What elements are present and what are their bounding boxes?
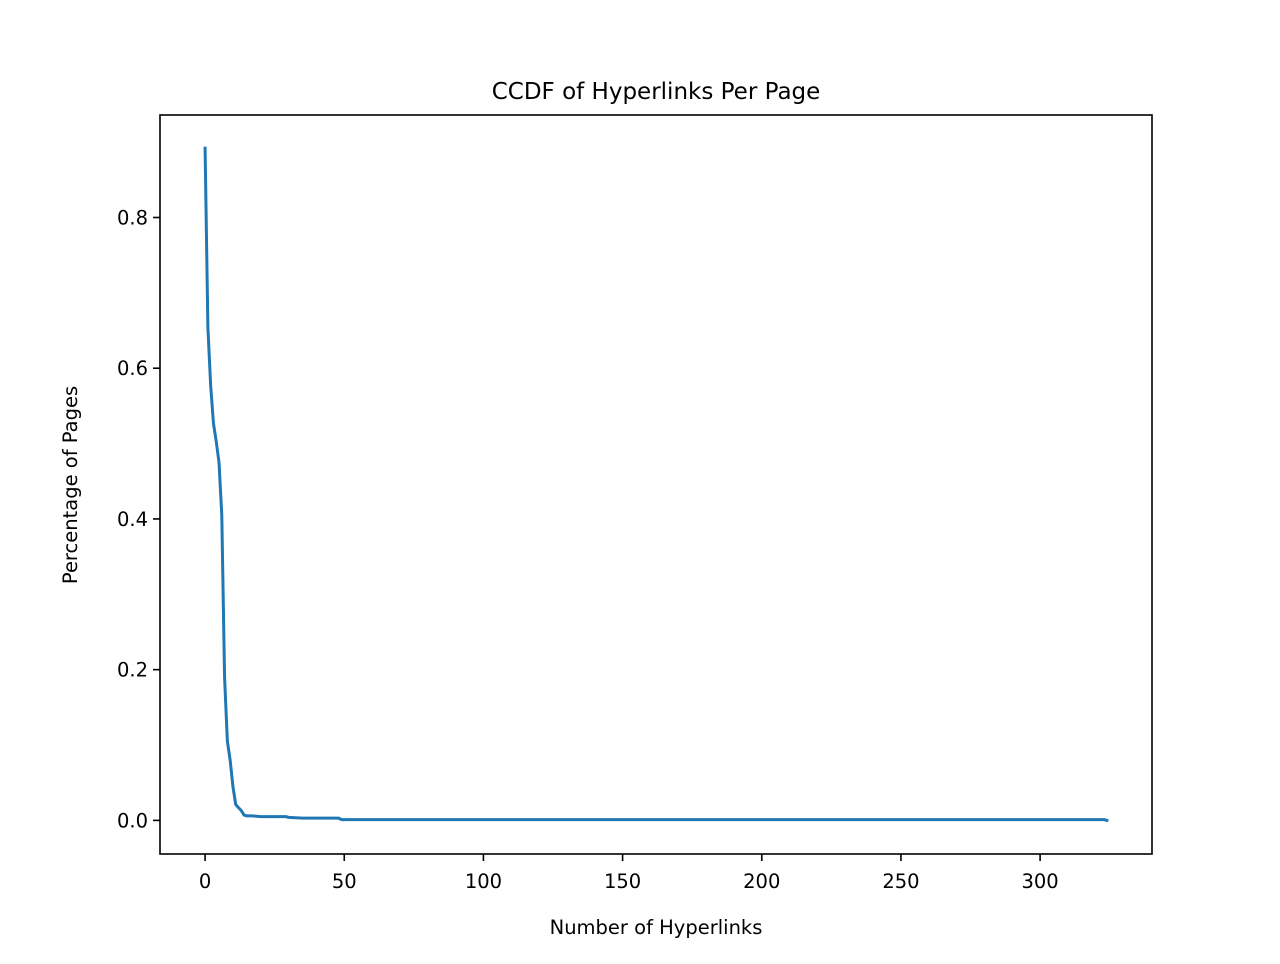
axes-frame <box>159 114 1153 855</box>
chart-title: CCDF of Hyperlinks Per Page <box>492 79 821 105</box>
x-tick-label: 100 <box>465 870 502 893</box>
x-tick-label: 200 <box>743 870 780 893</box>
y-tick-label: 0.8 <box>117 206 148 229</box>
x-tick-label: 0 <box>199 870 211 893</box>
x-tick-label: 300 <box>1021 870 1058 893</box>
axis-ticks: 0 50 100 150 200 250 300 0.0 0.2 0.4 0.6 0.8 <box>117 206 1059 893</box>
plot-area <box>203 146 1109 823</box>
y-tick-label: 0.6 <box>117 357 148 380</box>
series-line <box>203 146 1109 823</box>
x-axis-label: Number of Hyperlinks <box>550 916 763 939</box>
y-tick-label: 0.4 <box>117 508 148 531</box>
x-tick-label: 250 <box>882 870 919 893</box>
x-tick-label: 50 <box>332 870 357 893</box>
y-tick-label: 0.2 <box>117 659 148 682</box>
y-axis-label: Percentage of Pages <box>59 386 82 584</box>
x-tick-label: 150 <box>604 870 641 893</box>
y-tick-label: 0.0 <box>117 809 148 832</box>
